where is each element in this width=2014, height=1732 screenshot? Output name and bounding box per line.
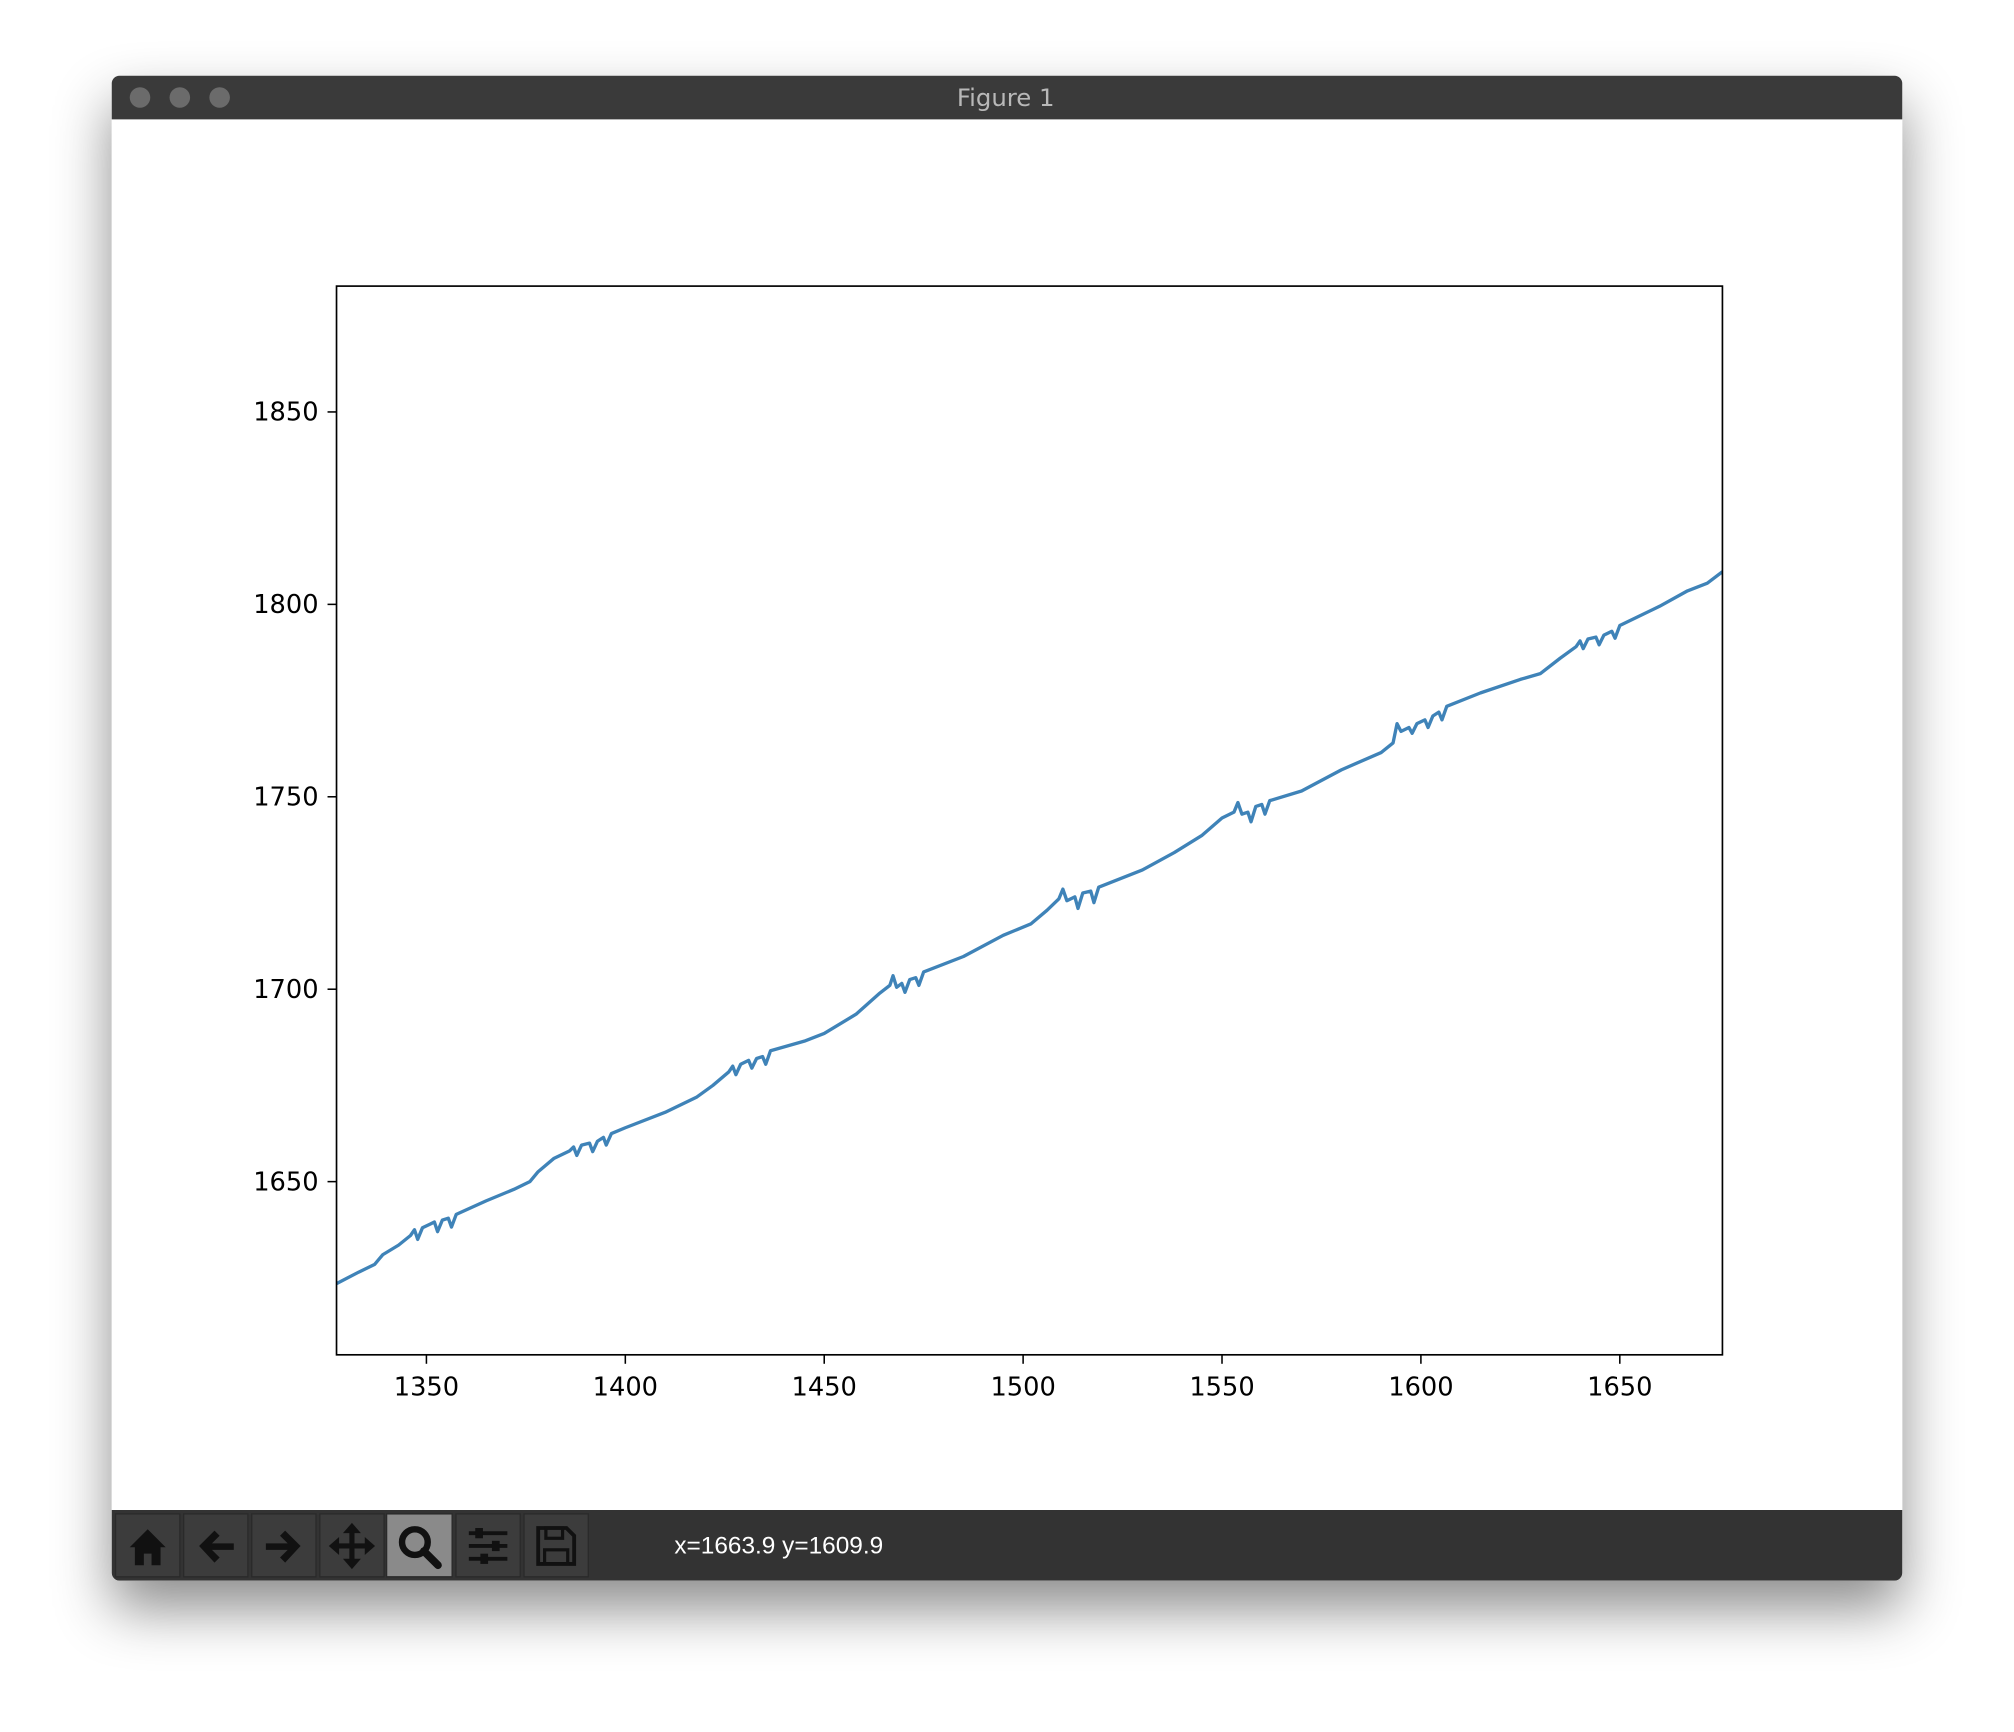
- y-tick-label: 1750: [253, 783, 318, 813]
- window: [111, 75, 1903, 1581]
- x-tick-label: 1650: [1587, 1373, 1652, 1403]
- home-button[interactable]: [114, 1513, 181, 1578]
- y-tick-label: 1700: [253, 975, 318, 1005]
- save-button[interactable]: [523, 1513, 589, 1578]
- y-tick-label: 1850: [253, 398, 318, 428]
- plot: 1350 1400 1450 1500 1550 1600 1650 1650 1700 1750…: [253, 285, 1724, 1403]
- x-tick-label: 1550: [1189, 1373, 1254, 1403]
- window-title: Figure 1: [957, 83, 1055, 112]
- x-tick-label: 1500: [990, 1373, 1055, 1403]
- title-bar: [111, 75, 1903, 120]
- x-tick-label: 1450: [792, 1373, 857, 1403]
- zoom-button[interactable]: [385, 1513, 453, 1578]
- x-tick-label: 1350: [394, 1373, 459, 1403]
- data-line: [336, 570, 1723, 1286]
- axes-frame: [335, 285, 1724, 1356]
- y-tick-label: 1800: [253, 590, 318, 620]
- x-tick-label: 1600: [1388, 1373, 1453, 1403]
- forward-button[interactable]: [251, 1513, 317, 1578]
- y-tick-label: 1650: [253, 1167, 318, 1197]
- zoom-window-button[interactable]: [209, 87, 230, 108]
- configure-button[interactable]: [455, 1513, 521, 1578]
- x-tick-label: 1400: [593, 1373, 658, 1403]
- status-text: x=1663.9 y=1609.9: [674, 1533, 883, 1560]
- back-button[interactable]: [183, 1513, 249, 1578]
- minimize-button[interactable]: [169, 87, 191, 108]
- close-button[interactable]: [129, 87, 151, 108]
- pan-button[interactable]: [319, 1513, 385, 1578]
